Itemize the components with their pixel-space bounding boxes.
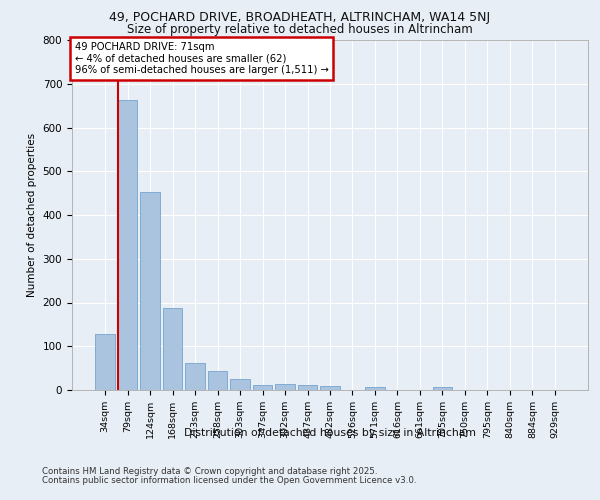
Y-axis label: Number of detached properties: Number of detached properties bbox=[27, 133, 37, 297]
Text: Size of property relative to detached houses in Altrincham: Size of property relative to detached ho… bbox=[127, 22, 473, 36]
Bar bbox=[275, 384, 295, 390]
Text: Distribution of detached houses by size in Altrincham: Distribution of detached houses by size … bbox=[184, 428, 476, 438]
Bar bbox=[95, 334, 115, 390]
Bar bbox=[433, 386, 452, 390]
Bar bbox=[298, 385, 317, 390]
Bar bbox=[208, 371, 227, 390]
Bar bbox=[253, 385, 272, 390]
Bar bbox=[365, 388, 385, 390]
Bar bbox=[140, 192, 160, 390]
Bar bbox=[185, 363, 205, 390]
Text: Contains public sector information licensed under the Open Government Licence v3: Contains public sector information licen… bbox=[42, 476, 416, 485]
Bar bbox=[320, 386, 340, 390]
Bar bbox=[163, 308, 182, 390]
Text: Contains HM Land Registry data © Crown copyright and database right 2025.: Contains HM Land Registry data © Crown c… bbox=[42, 467, 377, 476]
Bar bbox=[230, 379, 250, 390]
Text: 49 POCHARD DRIVE: 71sqm
← 4% of detached houses are smaller (62)
96% of semi-det: 49 POCHARD DRIVE: 71sqm ← 4% of detached… bbox=[74, 42, 328, 75]
Text: 49, POCHARD DRIVE, BROADHEATH, ALTRINCHAM, WA14 5NJ: 49, POCHARD DRIVE, BROADHEATH, ALTRINCHA… bbox=[109, 12, 491, 24]
Bar bbox=[118, 100, 137, 390]
